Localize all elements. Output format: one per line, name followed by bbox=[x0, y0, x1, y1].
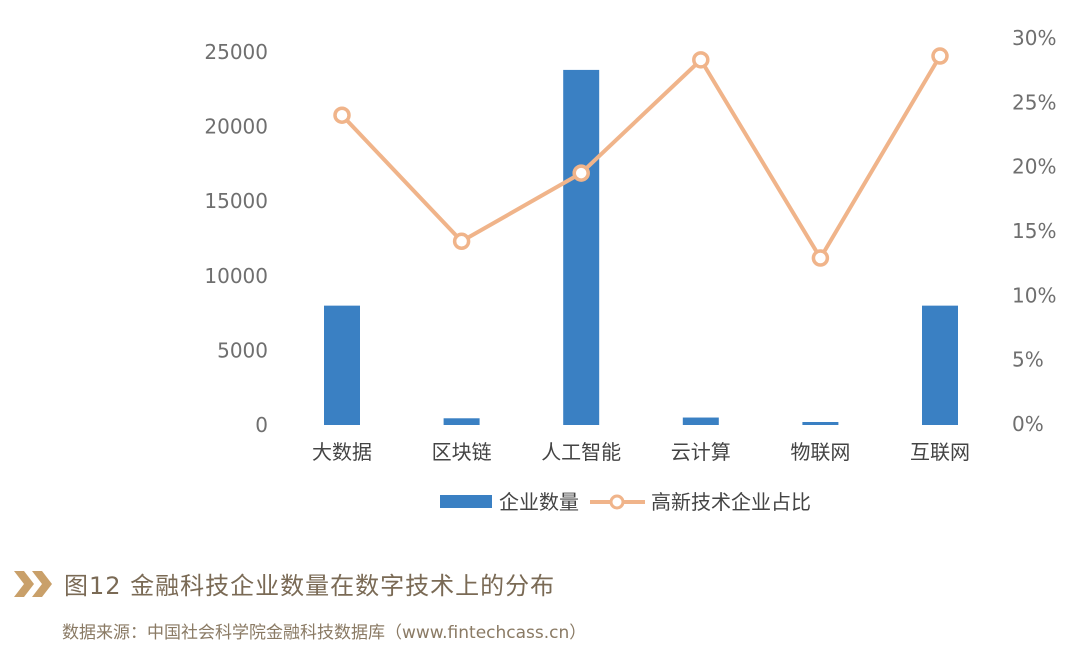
left-tick-label: 10000 bbox=[204, 264, 268, 288]
left-tick-label: 15000 bbox=[204, 189, 268, 213]
figure-caption: 图12 金融科技企业数量在数字技术上的分布 bbox=[14, 566, 555, 601]
line-point bbox=[811, 249, 830, 267]
category-label: 物联网 bbox=[790, 440, 850, 464]
left-tick-label: 20000 bbox=[204, 115, 268, 139]
right-tick-label: 20% bbox=[1012, 155, 1056, 179]
left-tick-label: 5000 bbox=[217, 338, 268, 362]
chart: 0 5000 10000 15000 20000 25000 0% 5% 10% 15% 20% 2… bbox=[204, 26, 1056, 514]
right-tick-label: 10% bbox=[1012, 283, 1056, 307]
bar bbox=[682, 417, 719, 425]
right-tick-label: 0% bbox=[1012, 412, 1044, 436]
figure-title: 图12 金融科技企业数量在数字技术上的分布 bbox=[64, 572, 556, 600]
legend-bar-swatch bbox=[440, 495, 492, 508]
line-point bbox=[692, 51, 710, 69]
bar bbox=[443, 418, 480, 425]
category-label: 云计算 bbox=[671, 440, 731, 464]
category-labels: 大数据 区块链 人工智能 云计算 物联网 互联网 bbox=[312, 440, 970, 464]
category-label: 大数据 bbox=[312, 440, 372, 464]
bar-series bbox=[324, 69, 958, 426]
category-label: 区块链 bbox=[432, 440, 492, 464]
double-chevron-icon bbox=[14, 570, 52, 597]
bar bbox=[922, 305, 958, 425]
data-source: 数据来源：中国社会科学院金融科技数据库（www.fintechcass.cn） bbox=[62, 623, 587, 643]
right-tick-label: 15% bbox=[1012, 219, 1056, 243]
right-axis-ticks: 0% 5% 10% 15% 20% 25% 30% bbox=[1012, 26, 1056, 436]
legend-label: 高新技术企业占比 bbox=[651, 490, 811, 514]
bar bbox=[563, 69, 600, 426]
left-axis-ticks: 0 5000 10000 15000 20000 25000 bbox=[204, 40, 268, 437]
left-tick-label: 0 bbox=[255, 413, 268, 437]
right-tick-label: 30% bbox=[1012, 26, 1056, 50]
line-point bbox=[931, 47, 949, 65]
line-point bbox=[333, 106, 351, 124]
bar bbox=[802, 422, 839, 425]
legend-line-marker bbox=[609, 494, 625, 510]
category-label: 人工智能 bbox=[541, 440, 621, 464]
legend: 企业数量 高新技术企业占比 bbox=[440, 490, 811, 514]
category-label: 互联网 bbox=[910, 440, 970, 464]
line-point bbox=[572, 164, 590, 182]
line-point bbox=[452, 232, 471, 251]
right-tick-label: 25% bbox=[1012, 90, 1056, 114]
bar bbox=[324, 305, 360, 425]
legend-label: 企业数量 bbox=[499, 490, 579, 514]
line-series bbox=[333, 47, 949, 267]
line-path bbox=[340, 54, 942, 261]
right-tick-label: 5% bbox=[1012, 348, 1044, 372]
left-tick-label: 25000 bbox=[204, 40, 268, 64]
